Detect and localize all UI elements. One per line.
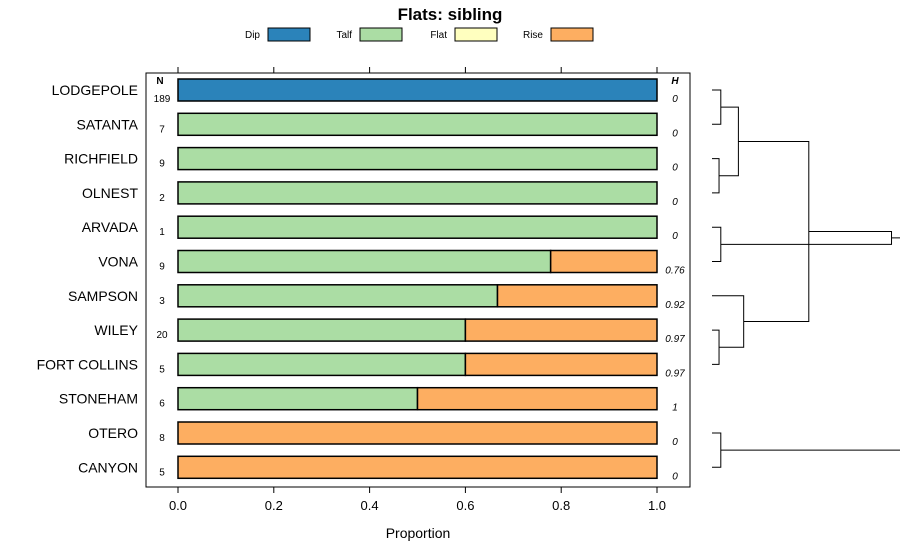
bar-row-arvada: ARVADA 1 0: [82, 215, 678, 242]
legend-swatch-flat: [454, 27, 498, 42]
dendrogram-link: [719, 106, 739, 177]
x-tick-label: 0.6: [456, 498, 474, 513]
category-label: RICHFIELD: [64, 151, 138, 167]
dendrogram-link: [720, 230, 893, 245]
bar-segment-talf: [177, 284, 499, 308]
bar-segment-rise: [177, 421, 658, 445]
n-value: 5: [159, 467, 165, 478]
legend-swatch-rise: [550, 27, 594, 42]
category-label: SAMPSON: [68, 288, 138, 304]
bar-segment-rise: [416, 386, 658, 411]
dendrogram-link: [712, 329, 720, 365]
category-label: OLNEST: [82, 185, 138, 201]
bar-segment-talf: [177, 249, 552, 274]
n-value: 6: [159, 399, 165, 410]
h-value: 0: [672, 128, 678, 139]
h-value: 0.97: [665, 368, 685, 379]
bar-segment-talf: [177, 215, 658, 239]
n-value: 9: [159, 159, 165, 170]
x-axis: 0.0 0.2 0.4 0.6 0.8 1.0: [169, 67, 666, 513]
x-axis-label: Proportion: [386, 525, 451, 541]
bar-row-lodgepole: LODGEPOLE 189 0: [52, 78, 678, 105]
n-column-header: N: [156, 76, 163, 87]
n-value: 8: [159, 433, 165, 444]
legend-swatch-dip: [267, 27, 311, 42]
dendrogram-link: [720, 237, 900, 451]
h-value: 0: [672, 437, 678, 448]
bar-segment-rise: [464, 352, 658, 377]
bar-row-otero: OTERO 8 0: [88, 421, 678, 448]
x-tick-label: 0.4: [361, 498, 379, 513]
dendrogram-link: [738, 140, 810, 323]
legend: Dip Talf Flat Rise: [245, 27, 594, 42]
h-value: 0: [672, 197, 678, 208]
h-value: 0: [672, 94, 678, 105]
n-value: 7: [159, 124, 165, 135]
h-value: 0: [672, 231, 678, 242]
category-label: STONEHAM: [59, 391, 138, 407]
x-tick-label: 0.2: [265, 498, 283, 513]
h-value: 0: [672, 471, 678, 482]
h-column-header: H: [671, 76, 679, 87]
legend-label-dip: Dip: [245, 30, 260, 41]
n-value: 9: [159, 262, 165, 273]
category-label: LODGEPOLE: [52, 82, 138, 98]
bar-segment-talf: [177, 146, 658, 171]
dendrogram-link: [712, 226, 722, 262]
h-value: 0.92: [665, 300, 685, 311]
bar-row-fort-collins: FORT COLLINS 5 0.97: [37, 352, 685, 379]
x-tick-label: 1.0: [648, 498, 666, 513]
h-value: 0.97: [665, 334, 685, 345]
legend-swatch-talf: [359, 27, 403, 42]
x-tick-label: 0.8: [552, 498, 570, 513]
bar-segment-dip: [177, 78, 658, 102]
bar-row-vona: VONA 9 0.76: [98, 249, 685, 277]
bar-segment-talf: [177, 386, 419, 411]
h-value: 0: [672, 163, 678, 174]
bar-segment-rise: [464, 318, 658, 342]
bar-segment-rise: [549, 249, 658, 274]
legend-label-talf: Talf: [336, 30, 352, 41]
category-label: SATANTA: [77, 116, 139, 132]
n-value: 189: [154, 94, 171, 105]
h-value: 0.76: [665, 266, 685, 277]
bar-row-canyon: CANYON 5 0: [78, 455, 678, 482]
n-value: 20: [156, 330, 168, 341]
plot-frame: [145, 72, 691, 488]
bar-segment-talf: [177, 318, 467, 342]
category-label: VONA: [98, 254, 138, 270]
n-value: 3: [159, 296, 165, 307]
dendrogram-link: [712, 158, 720, 194]
dendrogram-link: [712, 432, 722, 468]
legend-label-flat: Flat: [430, 30, 447, 41]
category-label: FORT COLLINS: [37, 356, 138, 372]
bar-row-sampson: SAMPSON 3 0.92: [68, 284, 685, 311]
bar-segment-talf: [177, 181, 658, 205]
bar-segment-talf: [177, 352, 467, 377]
bar-segment-talf: [177, 112, 658, 137]
h-value: 1: [672, 403, 678, 414]
dendrogram: [712, 89, 900, 468]
x-tick-label: 0.0: [169, 498, 187, 513]
category-label: CANYON: [78, 459, 138, 475]
dendrogram-link: [712, 295, 745, 348]
bar-row-olnest: OLNEST 2 0: [82, 181, 678, 208]
category-label: ARVADA: [82, 219, 139, 235]
legend-label-rise: Rise: [523, 30, 543, 41]
category-label: WILEY: [94, 322, 138, 338]
n-value: 5: [159, 364, 165, 375]
category-label: OTERO: [88, 425, 138, 441]
bar-segment-rise: [496, 284, 658, 308]
dendrogram-link: [712, 89, 722, 125]
n-value: 2: [159, 193, 165, 204]
bar-segment-rise: [177, 455, 658, 480]
bar-row-wiley: WILEY 20 0.97: [94, 318, 685, 345]
n-value: 1: [159, 227, 165, 238]
chart-title: Flats: sibling: [398, 5, 503, 24]
bar-row-stoneham: STONEHAM 6 1: [59, 386, 678, 414]
bar-row-richfield: RICHFIELD 9 0: [64, 146, 678, 174]
bar-row-satanta: SATANTA 7 0: [77, 112, 678, 139]
